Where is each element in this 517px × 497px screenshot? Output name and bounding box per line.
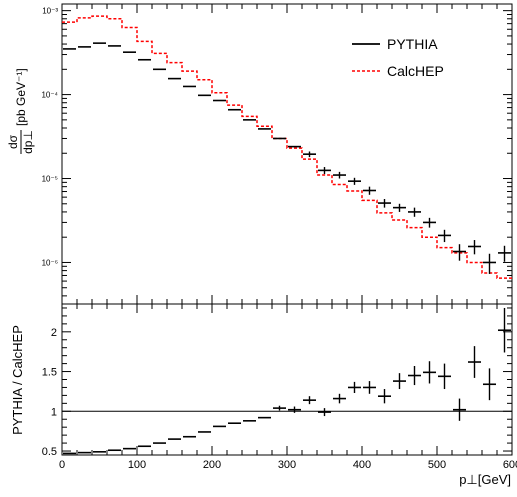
bottom-y-tick-label: 1.5 — [42, 367, 57, 379]
legend-calchep-label: CalcHEP — [387, 63, 444, 79]
ratio-point — [393, 373, 406, 390]
x-tick-label: 600 — [503, 459, 517, 471]
pythia-point — [363, 186, 376, 195]
x-tick-label: 200 — [203, 459, 221, 471]
ratio-point — [483, 368, 496, 401]
ratio-point — [273, 405, 286, 411]
x-tick-label: 500 — [428, 459, 446, 471]
bottom-y-axis-label: PYTHIA / CalcHEP — [10, 325, 25, 435]
ratio-point — [348, 381, 361, 394]
top-plot-frame — [61, 3, 513, 305]
top-y-tick-label: 10⁻⁶ — [42, 258, 58, 267]
x-tick-label: 400 — [353, 459, 371, 471]
pythia-point — [393, 203, 406, 212]
ratio-point — [363, 381, 376, 394]
pythia-point — [423, 217, 436, 228]
x-tick-label: 0 — [59, 459, 65, 471]
x-tick-label: 300 — [278, 459, 296, 471]
ratio-point — [333, 393, 346, 404]
legend-pythia-label: PYTHIA — [387, 36, 438, 52]
pythia-point — [318, 167, 331, 175]
top-y-tick-label: 10⁻⁴ — [41, 91, 58, 100]
x-axis-label: p⊥[GeV] — [459, 472, 511, 487]
bottom-y-tick-label: 1 — [51, 406, 57, 418]
top-panel: 10⁻⁶ 10⁻⁵ 10⁻⁴ 10⁻³ PYTHIA CalcHEP dσ dp⊥ [pb Ge… — [6, 3, 513, 305]
y-label-numerator: dσ — [6, 134, 20, 149]
pythia-point — [483, 253, 496, 274]
y-label-denominator: dp⊥ — [21, 130, 35, 154]
ratio-point — [453, 398, 466, 421]
pythia-point — [303, 151, 316, 158]
top-y-axis-label: dσ dp⊥ [pb GeV⁻¹] — [6, 68, 35, 154]
ratio-point — [303, 396, 316, 405]
pythia-point — [408, 207, 421, 217]
x-tick-label: 100 — [128, 459, 146, 471]
pythia-point — [378, 199, 391, 208]
y-label-units: [pb GeV⁻¹] — [14, 68, 28, 126]
top-y-tick-label: 10⁻⁵ — [42, 175, 58, 184]
ratio-point — [318, 408, 331, 417]
bottom-y-tick-label: 0.5 — [42, 446, 57, 458]
bottom-y-tick-label: 2 — [51, 327, 57, 339]
top-y-tick-label: 10⁻³ — [42, 7, 58, 16]
pythia-point — [498, 245, 511, 262]
ratio-point — [378, 389, 391, 404]
ratio-point — [498, 307, 511, 353]
ratio-point — [288, 406, 301, 413]
pythia-point — [438, 229, 451, 243]
ratio-point — [423, 361, 436, 384]
ratio-point — [438, 363, 451, 390]
pythia-point — [348, 177, 361, 185]
pythia-point — [453, 244, 466, 261]
bottom-panel: 0 100 200 300 400 500 600 0.5 1 1.5 2 PYTHIA / Calc… — [10, 303, 517, 487]
pythia-point — [333, 171, 346, 179]
ratio-point — [408, 365, 421, 386]
ratio-point — [468, 346, 481, 378]
pythia-point — [468, 240, 481, 255]
